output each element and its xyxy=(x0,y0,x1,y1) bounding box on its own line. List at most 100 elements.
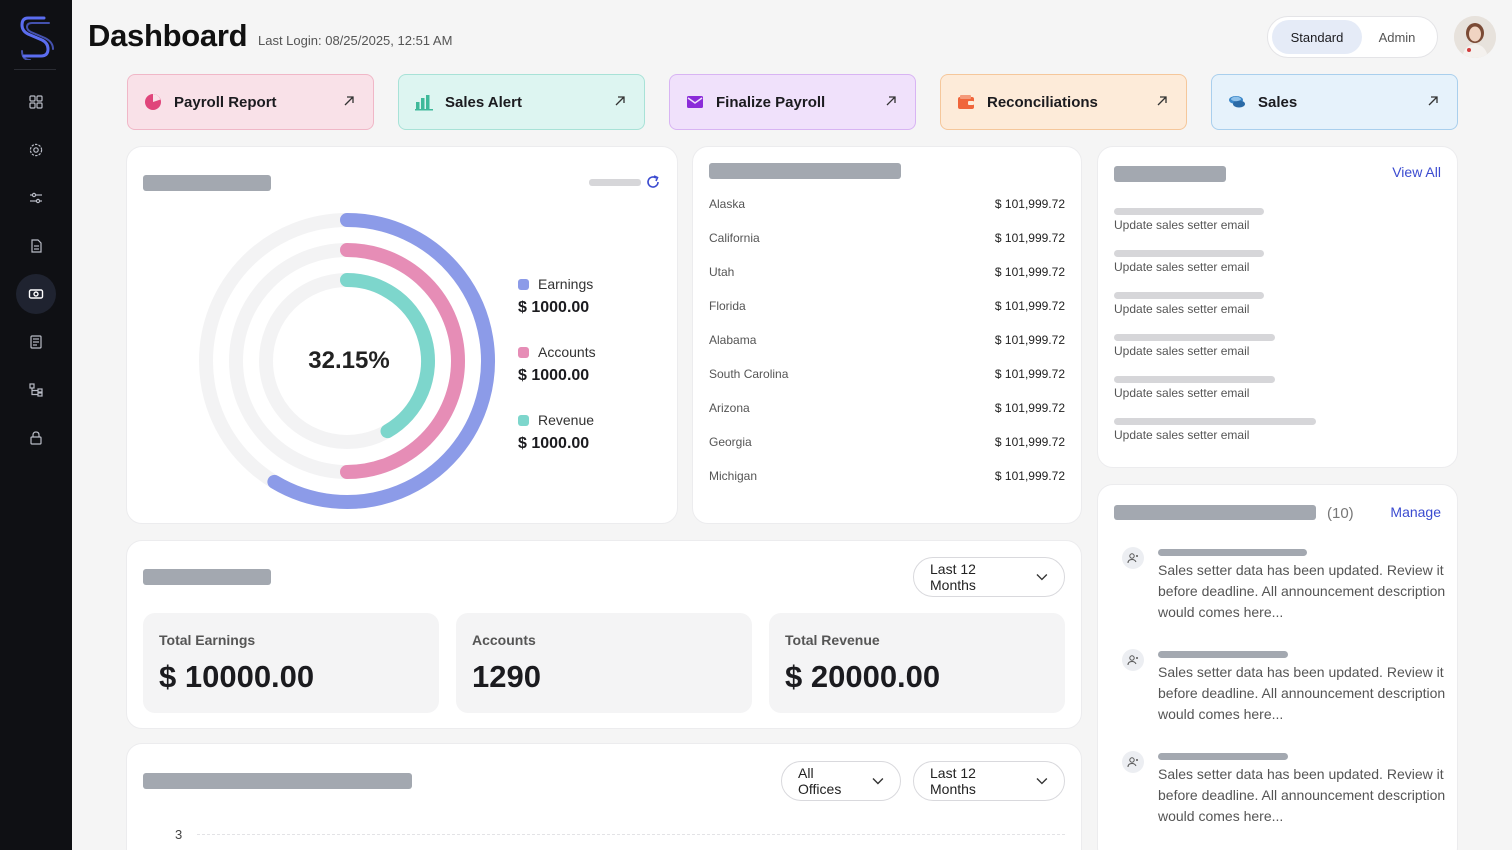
state-name: South Carolina xyxy=(709,367,789,381)
sidebar-item-payroll[interactable] xyxy=(16,274,56,314)
task-item[interactable]: Update sales setter email xyxy=(1114,302,1250,316)
role-admin-button[interactable]: Admin xyxy=(1378,29,1416,45)
donut-ring-revenue xyxy=(340,273,435,439)
announcement-text[interactable]: Sales setter data has been updated. Revi… xyxy=(1158,562,1446,620)
period-dropdown[interactable]: Last 12 Months xyxy=(913,761,1065,801)
state-row: Michigan $ 101,999.72 xyxy=(709,469,1065,485)
state-name: Utah xyxy=(709,265,735,279)
sales-alert-card[interactable]: Sales Alert xyxy=(398,74,645,130)
state-row: California $ 101,999.72 xyxy=(709,231,1065,247)
avatar[interactable] xyxy=(1454,16,1496,58)
user-icon xyxy=(1122,751,1144,773)
view-all-link[interactable]: View All xyxy=(1392,164,1441,180)
reconciliations-card[interactable]: Reconciliations xyxy=(940,74,1187,130)
app-logo[interactable] xyxy=(18,14,54,61)
task-item[interactable]: Update sales setter email xyxy=(1114,344,1250,358)
stat-value: $ 10000.00 xyxy=(159,659,315,694)
tasks-panel: View All Update sales setter email Update… xyxy=(1097,146,1458,468)
task-item[interactable]: Update sales setter email xyxy=(1114,260,1250,274)
task-item[interactable]: Update sales setter email xyxy=(1114,386,1250,400)
refresh-icon[interactable] xyxy=(645,174,661,190)
sidebar-item-ledger[interactable] xyxy=(16,322,56,362)
legend-value: $ 1000.00 xyxy=(518,299,590,316)
trend-chart-panel: All Offices Last 12 Months 3 xyxy=(126,743,1082,850)
period-dropdown[interactable]: Last 12 Months xyxy=(913,557,1065,597)
grid-icon xyxy=(29,95,43,109)
role-toggle: Standard Admin xyxy=(1267,16,1438,58)
state-row: South Carolina $ 101,999.72 xyxy=(709,367,1065,383)
panel-title-placeholder xyxy=(1114,505,1316,520)
state-row: Florida $ 101,999.72 xyxy=(709,299,1065,315)
sales-card[interactable]: Sales xyxy=(1211,74,1458,130)
announcements-panel: (10) Manage Sales setter data has been u… xyxy=(1097,484,1458,850)
task-title-placeholder xyxy=(1114,292,1264,299)
stat-card-total-earnings: Total Earnings $ 10000.00 xyxy=(143,613,439,713)
sidebar-item-settings[interactable] xyxy=(16,130,56,170)
announcement-title-placeholder xyxy=(1158,753,1288,760)
office-dropdown[interactable]: All Offices xyxy=(781,761,901,801)
task-title-placeholder xyxy=(1114,334,1275,341)
state-name: Georgia xyxy=(709,435,752,449)
state-amount: $ 101,999.72 xyxy=(994,299,1065,313)
state-amount: $ 101,999.72 xyxy=(994,469,1065,483)
finalize-payroll-card[interactable]: Finalize Payroll xyxy=(669,74,916,130)
envelope-icon xyxy=(686,93,704,111)
document-icon xyxy=(31,239,42,253)
stats-panel: Last 12 Months Total Earnings $ 10000.00… xyxy=(126,540,1082,729)
user-icon xyxy=(1122,547,1144,569)
quick-link-label: Sales Alert xyxy=(445,93,522,111)
chevron-down-icon xyxy=(872,778,884,785)
hierarchy-icon xyxy=(29,383,43,397)
user-icon xyxy=(1122,649,1144,671)
task-item[interactable]: Update sales setter email xyxy=(1114,218,1250,232)
page-title: Dashboard xyxy=(88,18,248,53)
state-amount: $ 101,999.72 xyxy=(994,367,1065,381)
sidebar-item-security[interactable] xyxy=(16,418,56,458)
legend-value: $ 1000.00 xyxy=(518,435,590,452)
sidebar-item-hierarchy[interactable] xyxy=(16,370,56,410)
sidebar-item-dashboard[interactable] xyxy=(16,82,56,122)
announcement-text[interactable]: Sales setter data has been updated. Revi… xyxy=(1158,766,1446,824)
last-login-text: Last Login: 08/25/2025, 12:51 AM xyxy=(258,33,453,48)
legend-swatch xyxy=(518,279,529,290)
legend-label: Revenue xyxy=(538,412,595,428)
state-amount: $ 101,999.72 xyxy=(994,333,1065,347)
states-earnings-panel: Alaska $ 101,999.72 California $ 101,999.72… xyxy=(692,146,1082,524)
coins-icon xyxy=(1228,93,1246,111)
state-row: Arizona $ 101,999.72 xyxy=(709,401,1065,417)
state-amount: $ 101,999.72 xyxy=(994,197,1065,211)
state-row: Alabama $ 101,999.72 xyxy=(709,333,1065,349)
legend-value: $ 1000.00 xyxy=(518,367,590,384)
task-title-placeholder xyxy=(1114,250,1264,257)
state-name: Arizona xyxy=(709,401,750,415)
lock-icon xyxy=(30,431,42,445)
state-amount: $ 101,999.72 xyxy=(994,435,1065,449)
sidebar-item-filters[interactable] xyxy=(16,178,56,218)
y-axis-tick: 3 xyxy=(175,827,183,842)
stat-value: 1290 xyxy=(472,659,541,694)
role-standard-button[interactable]: Standard xyxy=(1272,20,1362,54)
stat-label: Total Earnings xyxy=(159,632,256,648)
donut-ring-accounts xyxy=(340,243,465,479)
manage-link[interactable]: Manage xyxy=(1390,504,1441,520)
sliders-icon xyxy=(30,192,42,204)
gear-icon xyxy=(29,143,43,157)
state-name: Alaska xyxy=(709,197,746,211)
state-row: Georgia $ 101,999.72 xyxy=(709,435,1065,451)
sidebar-item-documents[interactable] xyxy=(16,226,56,266)
quick-link-label: Payroll Report xyxy=(174,93,277,111)
task-title-placeholder xyxy=(1114,376,1275,383)
pie-chart-icon xyxy=(144,93,162,111)
dropdown-value: All Offices xyxy=(798,765,842,797)
dropdown-value: Last 12 Months xyxy=(930,561,976,593)
announcement-text[interactable]: Sales setter data has been updated. Revi… xyxy=(1158,664,1446,722)
chevron-down-icon xyxy=(1036,778,1048,785)
quick-link-label: Reconciliations xyxy=(987,93,1098,111)
donut-ring-earnings xyxy=(267,213,495,509)
state-name: Alabama xyxy=(709,333,757,347)
arrow-up-right-icon xyxy=(1157,96,1167,106)
task-item[interactable]: Update sales setter email xyxy=(1114,428,1250,442)
payroll-report-card[interactable]: Payroll Report xyxy=(127,74,374,130)
sidebar xyxy=(0,0,72,850)
panel-title-placeholder xyxy=(143,569,271,585)
